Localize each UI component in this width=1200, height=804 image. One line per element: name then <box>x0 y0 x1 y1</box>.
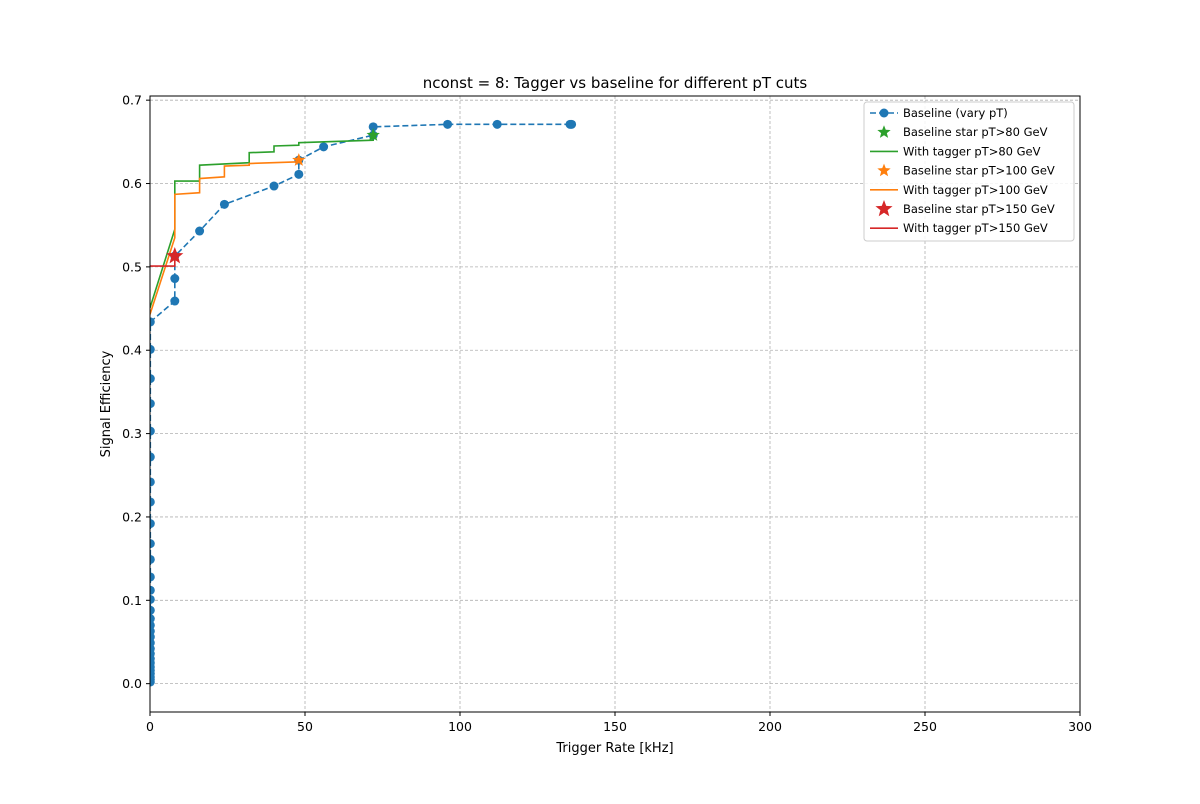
data-point <box>219 199 229 209</box>
data-point <box>567 119 577 129</box>
series-line-with-tagger-pt-100-gev <box>150 160 300 315</box>
legend-item: With tagger pT>150 GeV <box>870 221 1048 235</box>
tick-layer: 0 50 100 150 200 250 300 0.0 0.1 0.2 0.3 0.4 0.5 0.6 0… <box>122 93 1092 734</box>
x-tick-label: 150 <box>603 719 627 734</box>
y-tick-label: 0.6 <box>122 176 142 191</box>
legend-label: With tagger pT>80 GeV <box>903 144 1041 158</box>
x-tick-label: 250 <box>913 719 937 734</box>
data-point <box>150 497 155 507</box>
legend-label: Baseline star pT>150 GeV <box>903 202 1055 216</box>
legend-item: Baseline star pT>150 GeV <box>875 200 1055 217</box>
series-layer <box>150 119 577 687</box>
legend-label: Baseline star pT>100 GeV <box>903 164 1055 178</box>
star-marker-baseline-star-pt-100-gev <box>292 153 306 166</box>
x-tick-label: 0 <box>146 719 154 734</box>
x-tick-label: 100 <box>448 719 472 734</box>
legend-swatch <box>875 200 893 217</box>
data-point <box>443 119 453 129</box>
data-point <box>150 519 155 529</box>
data-point <box>150 554 155 564</box>
data-point <box>492 119 502 129</box>
data-point <box>170 274 180 284</box>
data-point <box>150 594 155 604</box>
y-axis-label: Signal Efficiency <box>99 350 114 457</box>
x-tick-label: 300 <box>1068 719 1092 734</box>
legend-label: With tagger pT>150 GeV <box>903 221 1048 235</box>
y-tick-label: 0.5 <box>122 259 142 274</box>
data-point <box>319 142 329 152</box>
x-axis-label: Trigger Rate [kHz] <box>555 741 673 756</box>
legend-swatch-marker <box>879 108 889 118</box>
data-point <box>150 605 155 615</box>
legend-swatch <box>877 125 891 138</box>
legend-item: Baseline star pT>80 GeV <box>877 125 1048 139</box>
series-line-with-tagger-pt-80-gev <box>150 135 375 308</box>
data-point <box>150 620 155 630</box>
data-point <box>150 344 155 354</box>
data-point <box>150 374 155 384</box>
data-point <box>150 539 155 549</box>
data-point <box>150 399 155 409</box>
y-tick-label: 0.0 <box>122 676 142 691</box>
data-point <box>150 452 155 462</box>
legend-item: Baseline (vary pT) <box>870 106 1008 120</box>
data-point <box>150 426 155 436</box>
data-point <box>368 122 378 132</box>
x-tick-label: 50 <box>297 719 313 734</box>
data-point <box>150 585 155 595</box>
data-point <box>150 477 155 487</box>
chart-title: nconst = 8: Tagger vs baseline for diffe… <box>423 74 808 92</box>
data-point <box>150 317 155 327</box>
x-tick-label: 200 <box>758 719 782 734</box>
y-tick-label: 0.1 <box>122 593 142 608</box>
y-tick-label: 0.3 <box>122 426 142 441</box>
grid-layer <box>149 96 1081 712</box>
y-tick-label: 0.4 <box>122 343 142 358</box>
legend-label: With tagger pT>100 GeV <box>903 183 1048 197</box>
legend-item: With tagger pT>80 GeV <box>870 144 1041 158</box>
legend-label: Baseline star pT>80 GeV <box>903 125 1048 139</box>
data-point <box>150 614 155 624</box>
y-tick-label: 0.2 <box>122 509 142 524</box>
star-marker-baseline-star-pt-80-gev <box>366 128 380 141</box>
data-point <box>150 572 155 582</box>
data-point <box>170 296 180 306</box>
data-point <box>195 226 205 236</box>
legend-item: Baseline star pT>100 GeV <box>877 163 1055 178</box>
star-marker-baseline-star-pt-150-gev <box>166 247 184 264</box>
y-tick-label: 0.7 <box>122 93 142 108</box>
legend-swatch <box>877 163 891 177</box>
legend-box <box>863 101 1075 242</box>
data-point <box>269 181 279 191</box>
legend-label: Baseline (vary pT) <box>903 106 1008 120</box>
data-point <box>294 169 304 179</box>
legend-item: With tagger pT>100 GeV <box>870 183 1048 197</box>
series-line-with-tagger-pt-150-gev <box>150 256 176 267</box>
legend: Baseline (vary pT) Baseline star pT>80 Ge… <box>863 101 1075 242</box>
